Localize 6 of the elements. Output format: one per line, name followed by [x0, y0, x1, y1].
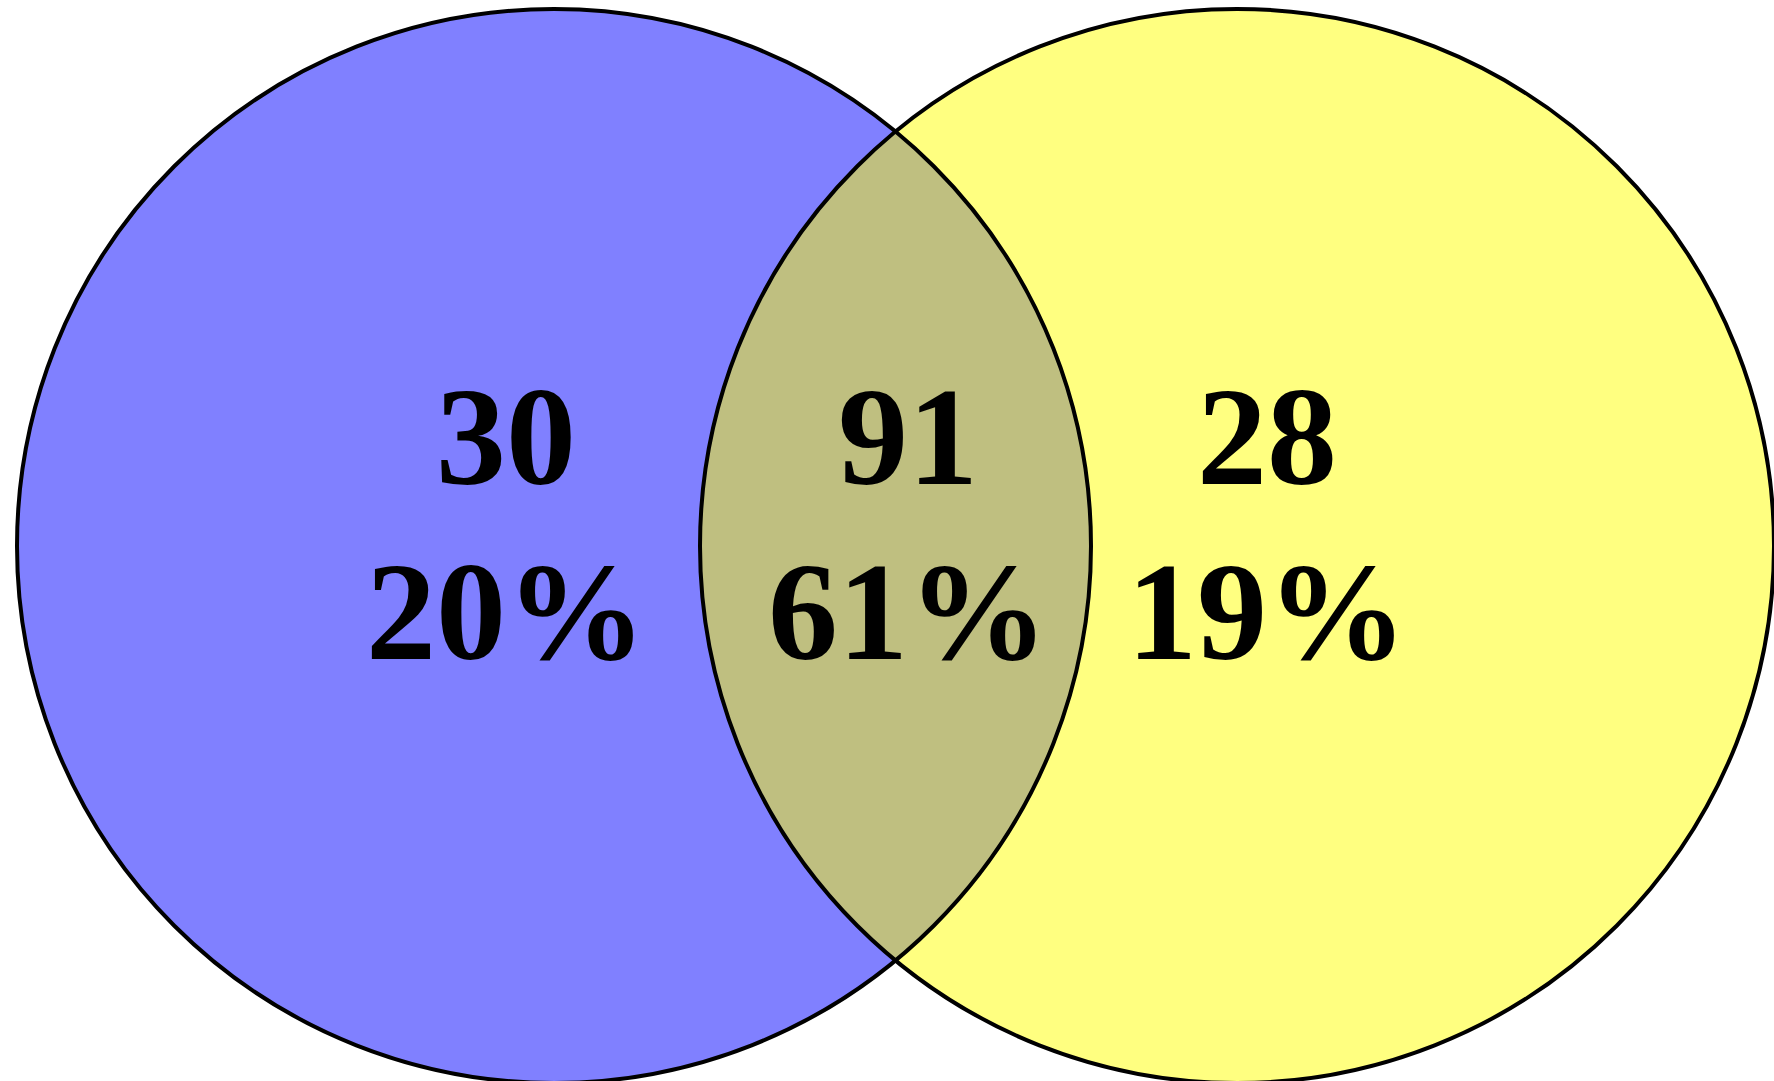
data-label: 30 [436, 359, 576, 514]
data-label: 28 [1197, 359, 1337, 514]
text: 19% [1127, 534, 1407, 689]
text: 61% [768, 534, 1048, 689]
data-label: 91 [838, 359, 978, 514]
text: 20% [366, 534, 646, 689]
